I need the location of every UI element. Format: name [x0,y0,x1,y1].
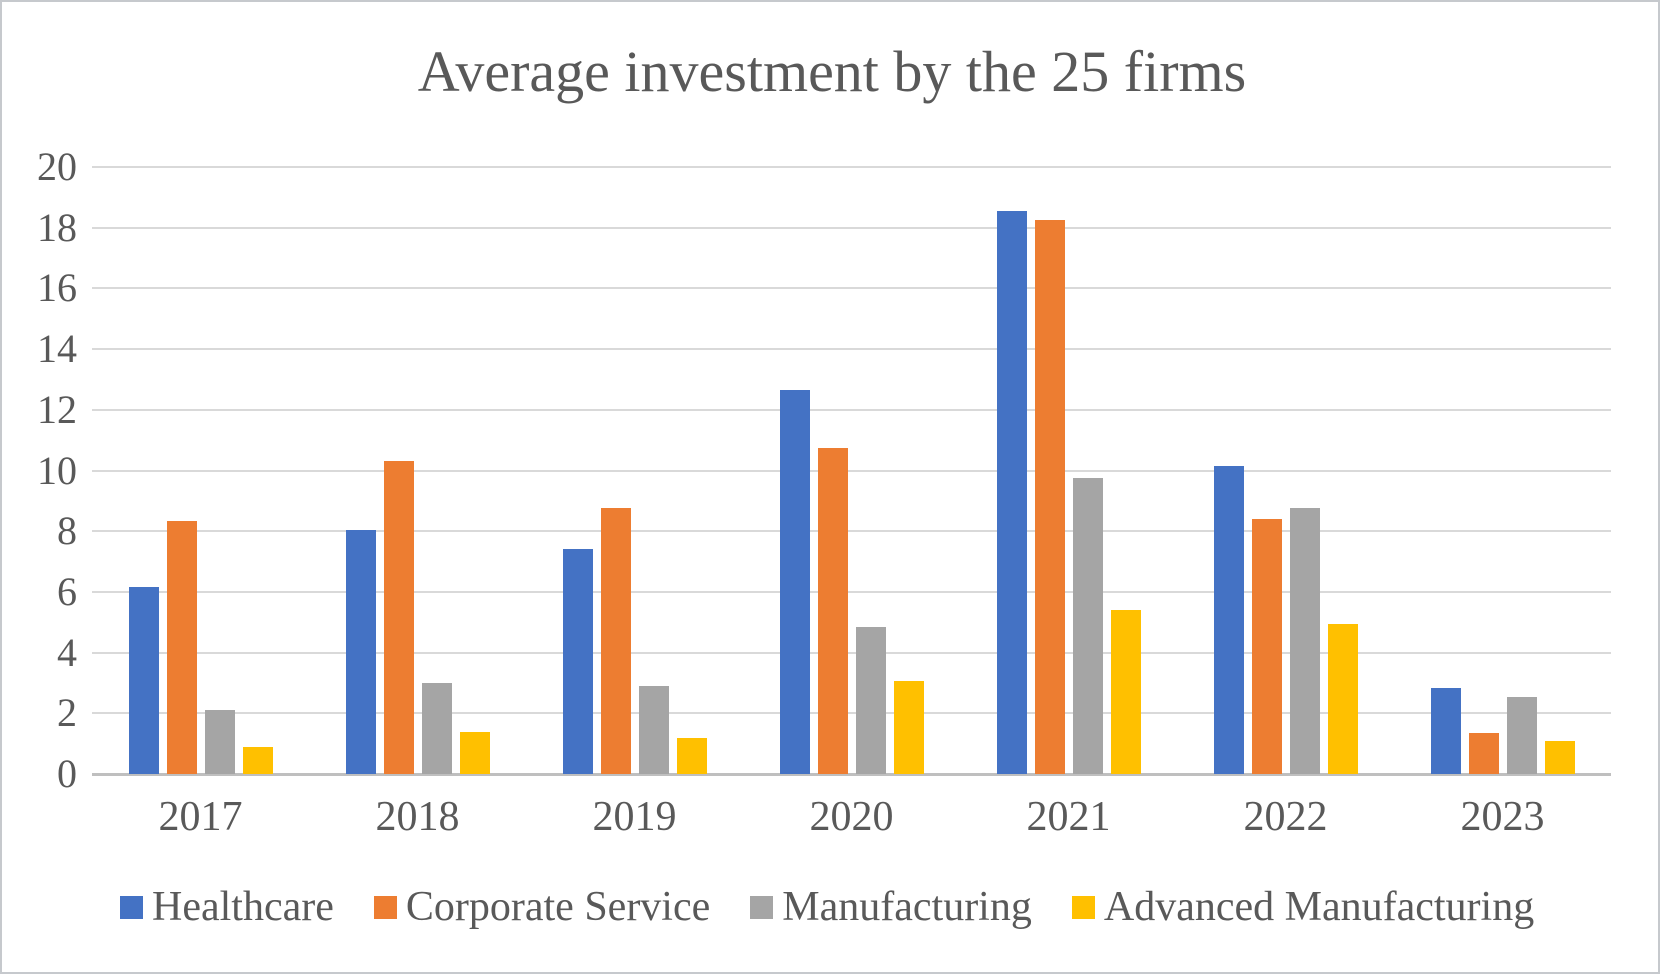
y-axis-tick-label: 20 [37,144,77,189]
bar-manufacturing-2017 [204,710,235,774]
x-axis-label: 2020 [809,794,894,840]
legend-item-corporate-service: Corporate Service [373,884,711,930]
bar-corporate-service-2017 [166,520,197,774]
x-axis-label: 2021 [1026,794,1111,840]
legend: Healthcare Corporate Service Manufacturing… [120,884,1534,930]
x-axis-label: 2018 [375,794,460,840]
y-axis-tick-label: 6 [57,568,77,614]
gridline [92,651,1611,654]
bar-advanced-manufacturing-2017 [242,746,273,774]
bar-corporate-service-2021 [1034,220,1065,774]
bar-advanced-manufacturing-2022 [1327,623,1358,774]
y-axis-tick-label: 18 [37,204,77,250]
bar-advanced-manufacturing-2019 [676,737,707,774]
bar-healthcare-2018 [345,529,376,774]
bar-healthcare-2019 [562,549,593,774]
gridline [92,469,1611,472]
legend-label: Healthcare [152,884,334,930]
x-axis-label: 2019 [592,794,677,840]
bar-advanced-manufacturing-2023 [1544,740,1575,774]
x-axis-line [92,773,1611,776]
gridline [92,590,1611,593]
y-axis-tick-label: 2 [57,690,77,736]
bar-healthcare-2022 [1213,465,1244,774]
y-axis-tick-label: 16 [37,265,77,311]
bar-healthcare-2017 [128,587,159,774]
bar-advanced-manufacturing-2021 [1110,610,1141,774]
bar-advanced-manufacturing-2018 [459,731,490,774]
gridline [92,712,1611,715]
legend-item-advanced-manufacturing: Advanced Manufacturing [1071,884,1535,930]
gridline [92,530,1611,533]
y-axis-tick-label: 14 [37,326,77,372]
bar-corporate-service-2018 [383,461,414,774]
legend-label: Advanced Manufacturing [1103,884,1535,930]
bar-manufacturing-2020 [855,626,886,774]
x-axis-label: 2017 [158,794,243,840]
y-axis-tick-label: 4 [57,629,77,675]
bar-manufacturing-2021 [1072,478,1103,774]
bar-manufacturing-2019 [638,685,669,774]
legend-swatch-icon [373,895,397,919]
y-axis-tick-label: 0 [57,751,77,796]
bar-healthcare-2023 [1430,687,1461,774]
x-axis-label: 2023 [1460,794,1545,840]
legend-label: Corporate Service [405,884,711,930]
bar-corporate-service-2022 [1251,519,1282,774]
bar-corporate-service-2023 [1468,733,1499,774]
y-axis-tick-label: 12 [37,386,77,432]
chart-title: Average investment by the 25 firms [417,39,1247,104]
x-axis-label: 2022 [1243,794,1328,840]
bar-healthcare-2020 [779,390,810,774]
legend-swatch-icon [1071,895,1095,919]
legend-label: Manufacturing [782,884,1032,930]
gridline [92,348,1611,351]
legend-item-manufacturing: Manufacturing [750,884,1032,930]
bar-advanced-manufacturing-2020 [893,681,924,774]
legend-item-healthcare: Healthcare [120,884,334,930]
bar-corporate-service-2019 [600,508,631,774]
bar-corporate-service-2020 [817,447,848,774]
gridline [92,166,1611,168]
legend-swatch-icon [120,895,143,919]
y-axis-tick-label: 8 [57,508,77,554]
bar-healthcare-2021 [996,211,1027,774]
legend-swatch-icon [750,895,774,919]
bar-manufacturing-2023 [1506,696,1537,774]
bar-manufacturing-2018 [421,682,452,774]
gridline [92,287,1611,290]
bar-manufacturing-2022 [1289,508,1320,774]
y-axis-tick-label: 10 [37,447,77,493]
gridline [92,408,1611,411]
gridline [92,226,1611,229]
